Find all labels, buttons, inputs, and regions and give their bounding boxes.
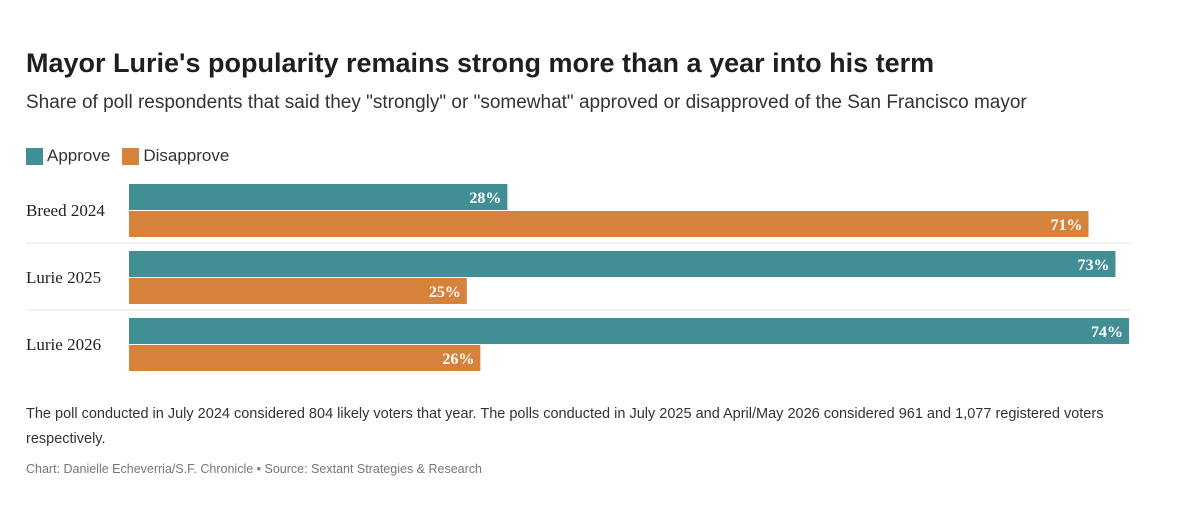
bar-lurie-2026-approve bbox=[129, 318, 1129, 344]
data-label-breed-2024-approve: 28% bbox=[469, 190, 501, 207]
chart-title: Mayor Lurie's popularity remains strong … bbox=[26, 48, 935, 78]
chart-credit: Chart: Danielle Echeverria/S.F. Chronicl… bbox=[26, 462, 482, 476]
legend-item-approve: Approve bbox=[26, 146, 110, 166]
legend-label-approve: Approve bbox=[47, 146, 111, 165]
bar-lurie-2025-approve bbox=[129, 251, 1116, 277]
legend-swatch-disapprove bbox=[122, 147, 140, 165]
legend: Approve Disapprove bbox=[26, 146, 241, 166]
category-label-lurie-2026: Lurie 2026 bbox=[26, 335, 101, 354]
data-label-lurie-2025-disapprove: 25% bbox=[429, 284, 461, 301]
chart-subtitle: Share of poll respondents that said they… bbox=[26, 92, 1027, 113]
data-label-breed-2024-disapprove: 71% bbox=[1050, 217, 1082, 234]
data-label-lurie-2026-disapprove: 26% bbox=[442, 351, 474, 368]
data-label-lurie-2026-approve: 74% bbox=[1091, 324, 1123, 341]
bar-lurie-2026-disapprove bbox=[129, 345, 481, 371]
legend-swatch-approve bbox=[26, 147, 43, 165]
legend-label-disapprove: Disapprove bbox=[143, 146, 230, 165]
bar-lurie-2025-disapprove bbox=[129, 278, 467, 304]
category-label-lurie-2025: Lurie 2025 bbox=[26, 268, 101, 287]
category-label-breed-2024: Breed 2024 bbox=[26, 201, 105, 220]
chart-note: The poll conducted in July 2024 consider… bbox=[26, 406, 1104, 447]
legend-item-disapprove: Disapprove bbox=[122, 146, 229, 166]
bar-breed-2024-approve bbox=[129, 184, 508, 210]
data-label-lurie-2025-approve: 73% bbox=[1077, 257, 1109, 274]
bar-breed-2024-disapprove bbox=[129, 211, 1089, 237]
bar-chart: Breed 2024 28% 71% Lurie 2025 73% 25% Lurie 20… bbox=[26, 184, 1131, 371]
